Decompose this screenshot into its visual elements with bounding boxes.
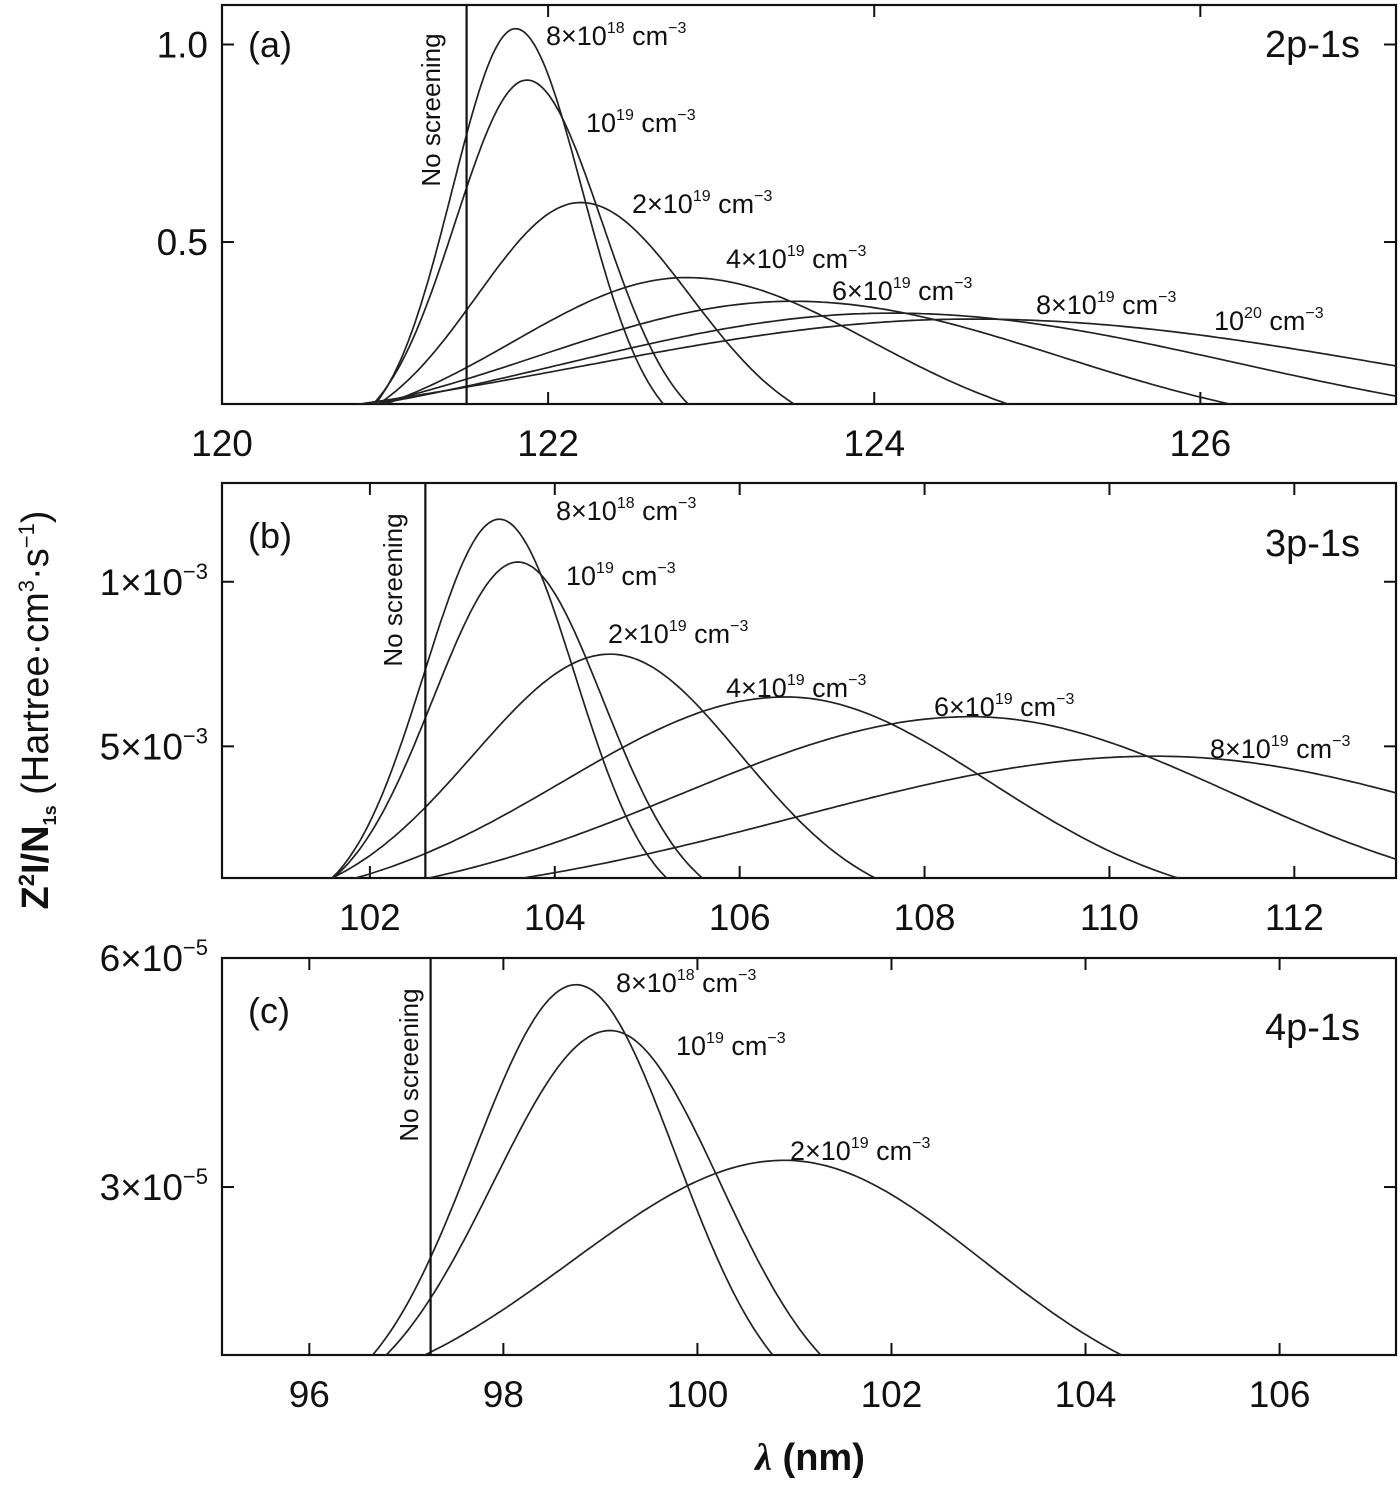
series-label: 2×1019 cm−3 — [632, 188, 772, 219]
x-tick-label: 106 — [709, 897, 771, 938]
series-label: 6×1019 cm−3 — [832, 275, 972, 306]
series-label: 6×1019 cm−3 — [934, 691, 1074, 722]
y-tick-label: 5×10−3 — [100, 723, 208, 767]
no-screening-label: No screening — [416, 33, 446, 186]
series-label: 8×1018 cm−3 — [616, 967, 756, 998]
transition-label: 4p-1s — [1265, 1007, 1360, 1049]
series-line — [330, 653, 878, 878]
series-label: 2×1019 cm−3 — [608, 618, 748, 649]
plot-frame — [220, 481, 1398, 880]
series-line — [330, 518, 668, 878]
x-tick-label: 126 — [1169, 423, 1231, 464]
series-line — [374, 27, 665, 404]
x-tick-label: 106 — [1249, 1374, 1311, 1415]
no-screening-label: No screening — [394, 988, 424, 1141]
x-tick-label: 122 — [517, 423, 579, 464]
y-tick-label: 6×10−5 — [100, 935, 208, 979]
series-label: 4×1019 cm−3 — [726, 243, 866, 274]
panel-1: 102 104 106 108 110 112 5×10−3 1×10−3 8×1018 cm−… — [100, 481, 1398, 938]
series-line — [371, 79, 690, 404]
no-screening-label: No screening — [378, 513, 408, 666]
panel-letter: (c) — [248, 990, 290, 1031]
x-tick-label: 102 — [861, 1374, 923, 1415]
plot-frame — [220, 956, 1398, 1357]
series-label: 8×1019 cm−3 — [1210, 733, 1350, 764]
panel-0: 120 122 124 126 0.5 1.0 8×1018 cm−3 1019 cm−3 2×… — [157, 3, 1398, 464]
x-tick-label: 104 — [1055, 1374, 1117, 1415]
series-line — [384, 1029, 823, 1355]
x-tick-label: 108 — [894, 897, 956, 938]
series-label: 1019 cm−3 — [586, 107, 696, 138]
series-line — [371, 983, 774, 1355]
series-line — [517, 755, 1396, 878]
series-line — [370, 300, 1234, 404]
x-tick-label: 104 — [524, 897, 586, 938]
x-tick-label: 110 — [1080, 897, 1139, 938]
x-tick-label: 100 — [667, 1374, 729, 1415]
series-line — [331, 561, 704, 878]
series-line — [353, 318, 1396, 404]
series-label: 4×1019 cm−3 — [726, 672, 866, 703]
series-label: 8×1018 cm−3 — [556, 495, 696, 526]
transition-label: 3p-1s — [1265, 523, 1360, 565]
series-label: 8×1018 cm−3 — [546, 20, 686, 51]
plot-frame — [220, 3, 1398, 406]
series-line — [424, 715, 1396, 878]
y-tick-label: 0.5 — [157, 222, 208, 263]
y-tick-label: 1.0 — [157, 25, 208, 66]
series-line — [371, 312, 1396, 404]
series-line — [377, 201, 796, 404]
y-tick-label: 1×10−3 — [100, 559, 208, 603]
transition-label: 2p-1s — [1265, 24, 1360, 66]
x-tick-label: 124 — [843, 423, 905, 464]
series-line — [352, 696, 1181, 878]
x-axis-title: λ (nm) — [753, 1437, 865, 1479]
series-line — [422, 1159, 1124, 1355]
x-tick-label: 98 — [483, 1374, 524, 1415]
x-tick-label: 96 — [289, 1374, 330, 1415]
y-axis-title: Z2I/N1s (Hartree·cm3·s−1) — [14, 511, 60, 910]
series-label: 8×1019 cm−3 — [1036, 289, 1176, 320]
series-label: 1020 cm−3 — [1214, 305, 1324, 336]
series-label: 1019 cm−3 — [676, 1030, 786, 1061]
panel-letter: (a) — [248, 24, 292, 65]
panel-2: 96 98 100 102 104 106 3×10−5 6×10−5 8×1018 cm−3 1… — [100, 935, 1398, 1415]
x-tick-label: 112 — [1265, 897, 1324, 938]
x-tick-label: 102 — [339, 897, 401, 938]
series-line — [382, 276, 1011, 404]
series-label: 1019 cm−3 — [566, 560, 676, 591]
panel-letter: (b) — [248, 515, 292, 556]
y-tick-label: 3×10−5 — [100, 1164, 208, 1208]
series-label: 2×1019 cm−3 — [790, 1135, 930, 1166]
x-tick-label: 120 — [191, 423, 253, 464]
